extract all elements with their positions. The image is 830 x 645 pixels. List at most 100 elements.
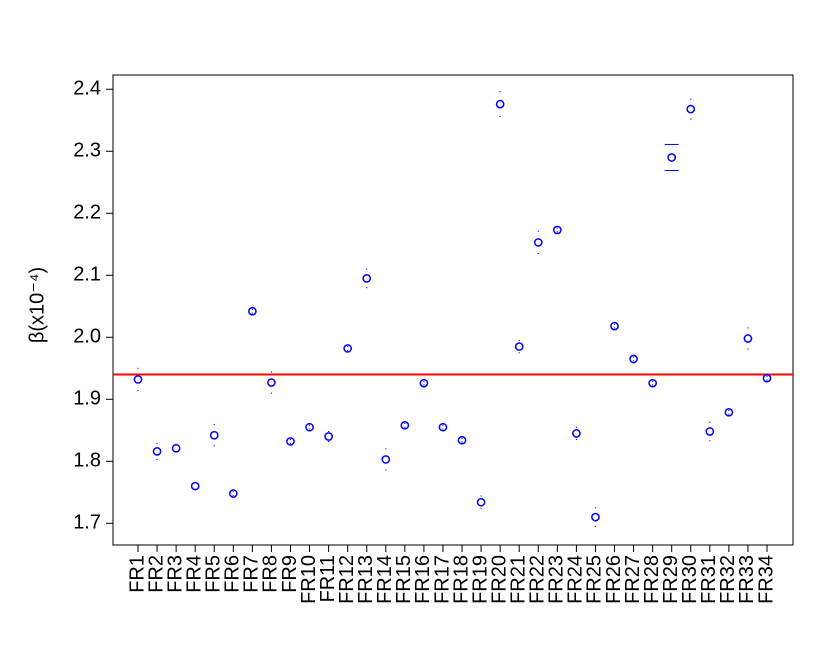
x-tick-label: FR8 <box>260 555 282 593</box>
error-bar <box>328 431 330 442</box>
data-point <box>228 489 238 498</box>
error-bar <box>537 230 539 255</box>
error-bar <box>156 442 158 460</box>
error-bar <box>232 491 234 496</box>
x-tick-label: FR18 <box>450 555 472 604</box>
x-tick-label: FR20 <box>488 555 510 604</box>
x-tick-label: FR25 <box>584 555 606 604</box>
error-bar <box>575 426 577 441</box>
x-tick-label: FR33 <box>736 555 758 604</box>
data-point <box>267 378 276 387</box>
x-tick-label: FR27 <box>622 555 644 604</box>
x-tick-label: FR5 <box>203 555 225 593</box>
data-point <box>705 427 715 436</box>
y-axis-label: β(x10⁻⁴) <box>26 267 48 343</box>
data-point <box>190 481 200 491</box>
error-bar <box>690 98 692 120</box>
error-bar <box>308 424 311 430</box>
error-bar <box>423 380 425 386</box>
x-tick-label: FR23 <box>546 555 568 604</box>
data-point <box>248 306 257 316</box>
error-bar <box>270 371 273 394</box>
x-tick-label: FR11 <box>317 555 339 602</box>
data-point <box>343 344 353 353</box>
data-point <box>552 225 562 235</box>
error-bar <box>251 308 253 314</box>
x-tick-label: FR13 <box>355 555 377 604</box>
error-bar <box>175 444 177 452</box>
data-point <box>591 512 600 522</box>
x-tick-label: FR9 <box>279 555 301 593</box>
data-point <box>400 420 410 430</box>
data-point <box>762 373 772 383</box>
data-point <box>667 153 677 162</box>
data-point <box>419 378 429 388</box>
plot-frame <box>112 74 794 546</box>
data-point <box>686 104 696 114</box>
x-tick-label: FR34 <box>755 555 777 604</box>
x-tick-label: FR14 <box>374 555 396 604</box>
x-tick-label: FR32 <box>717 555 739 604</box>
error-bar <box>766 375 768 381</box>
error-bar <box>632 356 635 362</box>
data-point <box>724 407 734 417</box>
data-point <box>152 447 162 456</box>
data-point <box>743 334 753 343</box>
y-tick-label: 2.4 <box>73 78 101 100</box>
error-bar <box>404 422 406 428</box>
data-point <box>305 422 314 432</box>
x-tick-label: FR16 <box>412 555 434 604</box>
x-tick-label: FR22 <box>527 555 549 604</box>
x-tick-label: FR21 <box>507 555 529 604</box>
error-bar <box>613 323 616 329</box>
data-point <box>133 375 143 384</box>
x-tick-label: FR1 <box>126 555 148 593</box>
y-tick-label: 2.2 <box>73 202 101 224</box>
error-bar <box>594 507 597 527</box>
error-bar <box>137 367 139 392</box>
y-tick-label: 1.9 <box>73 388 101 410</box>
error-bar <box>556 227 558 233</box>
error-bar <box>366 268 368 289</box>
y-tick-label: 2.3 <box>73 140 101 162</box>
x-tick-label: FR2 <box>145 555 167 593</box>
error-bar <box>709 421 711 442</box>
error-bar <box>499 91 501 118</box>
x-tick-label: FR19 <box>469 555 491 604</box>
x-tick-label: FR15 <box>393 555 415 604</box>
error-bar <box>747 327 749 350</box>
x-tick-label: FR17 <box>431 555 453 604</box>
data-point <box>209 430 219 440</box>
y-tick-label: 1.7 <box>73 512 101 534</box>
error-bar <box>194 482 196 490</box>
error-bar <box>652 380 654 386</box>
x-tick-label: FR24 <box>565 555 587 604</box>
y-tick-label: 2.0 <box>73 326 101 348</box>
data-point <box>286 437 295 446</box>
error-bar <box>385 448 387 471</box>
error-bar <box>518 339 520 354</box>
data-point <box>457 435 467 445</box>
data-point <box>533 238 543 247</box>
data-point <box>381 455 391 464</box>
error-bar <box>728 409 730 415</box>
x-tick-label: FR29 <box>660 555 682 604</box>
data-point <box>514 342 524 351</box>
data-point <box>362 274 372 283</box>
y-tick-label: 2.1 <box>73 264 101 286</box>
error-bar <box>664 143 679 171</box>
data-point <box>648 378 657 388</box>
x-tick-label: FR10 <box>298 555 320 604</box>
data-point <box>629 354 638 364</box>
x-tick-label: FR7 <box>241 555 263 593</box>
x-tick-label: FR28 <box>641 555 663 604</box>
error-bar <box>289 439 292 444</box>
data-point <box>324 432 333 441</box>
error-bar <box>442 424 444 430</box>
error-bar <box>213 424 215 447</box>
x-tick-label: FR3 <box>164 555 186 593</box>
error-bar <box>480 495 482 509</box>
error-bar <box>347 346 349 351</box>
data-point <box>171 443 181 453</box>
